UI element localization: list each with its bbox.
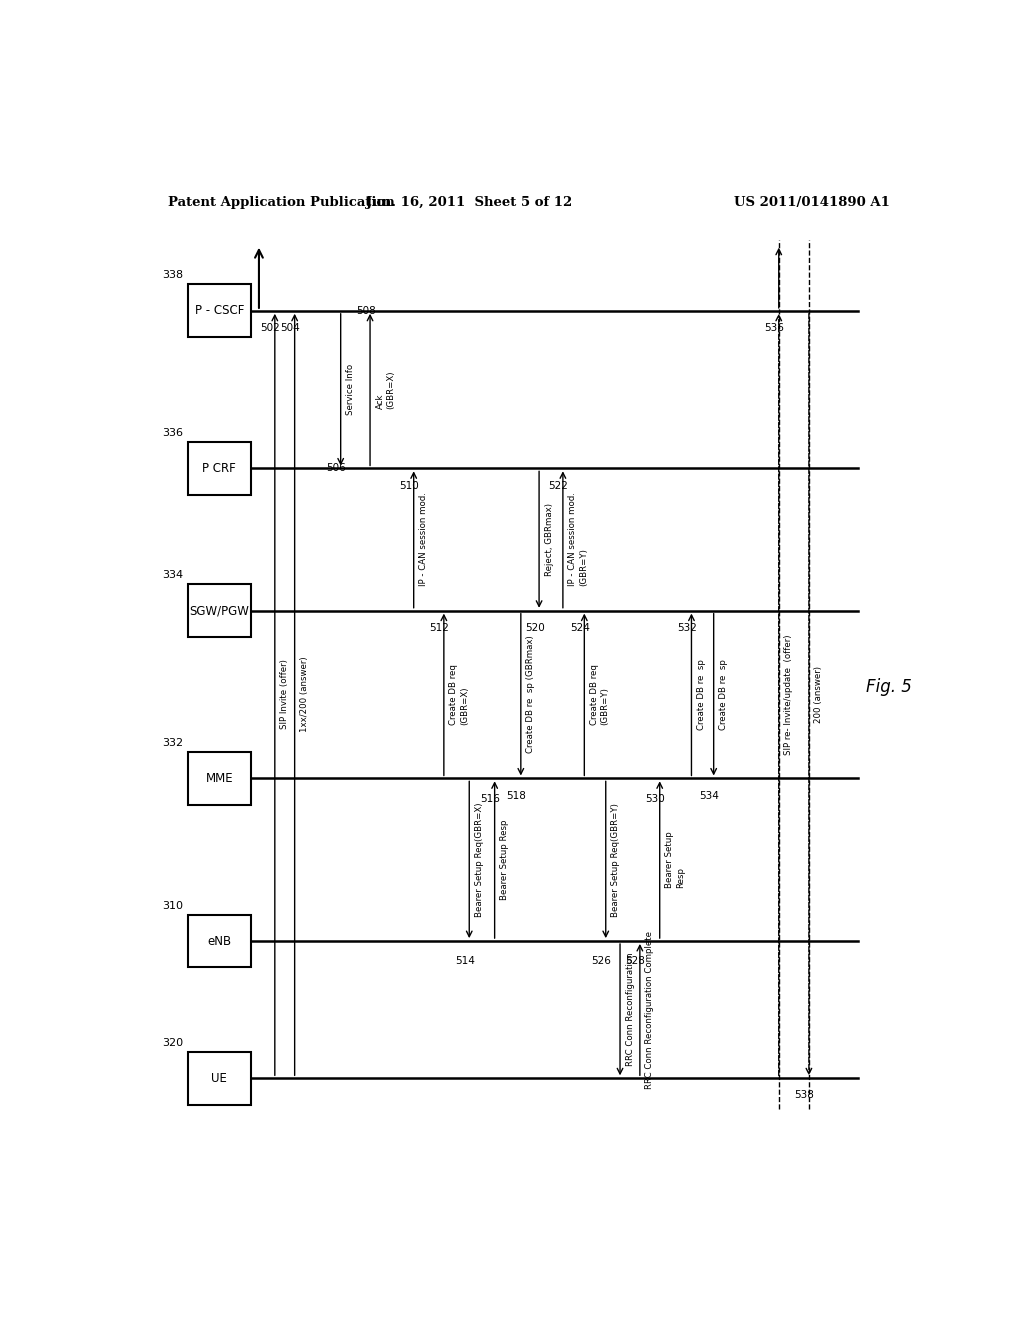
Text: RRC Conn Reconfiguration: RRC Conn Reconfiguration: [626, 953, 635, 1067]
Text: 1xx/200 (answer): 1xx/200 (answer): [300, 657, 309, 733]
Text: 338: 338: [163, 271, 183, 280]
Text: 526: 526: [592, 956, 611, 966]
Text: IP - CAN session mod.: IP - CAN session mod.: [419, 492, 428, 586]
Text: Patent Application Publication: Patent Application Publication: [168, 195, 394, 209]
Text: 332: 332: [163, 738, 183, 748]
Text: Bearer Setup Resp: Bearer Setup Resp: [500, 820, 509, 900]
Text: 516: 516: [480, 793, 501, 804]
Text: 520: 520: [524, 623, 545, 632]
Bar: [187, 752, 251, 805]
Text: Bearer Setup Req(GBR=Y): Bearer Setup Req(GBR=Y): [611, 803, 621, 916]
Text: 502: 502: [260, 323, 281, 333]
Text: Create DB re  sp: Create DB re sp: [697, 659, 706, 730]
Text: 524: 524: [570, 623, 590, 632]
Text: Create DB req
(GBR=Y): Create DB req (GBR=Y): [590, 664, 609, 725]
Text: 512: 512: [430, 623, 450, 632]
Text: 336: 336: [163, 428, 183, 438]
Text: P CRF: P CRF: [203, 462, 237, 475]
Text: 528: 528: [626, 956, 645, 966]
Text: 532: 532: [677, 623, 697, 632]
Text: 310: 310: [163, 900, 183, 911]
Bar: [187, 442, 251, 495]
Text: RRC Conn Reconfiguration Complete: RRC Conn Reconfiguration Complete: [645, 931, 654, 1089]
Text: MME: MME: [206, 772, 233, 785]
Text: 522: 522: [549, 480, 568, 491]
Text: SIP Invite (offer): SIP Invite (offer): [281, 660, 290, 730]
Text: 320: 320: [163, 1038, 183, 1048]
Text: 510: 510: [399, 480, 419, 491]
Text: IP - CAN session mod.
(GBR=Y): IP - CAN session mod. (GBR=Y): [568, 492, 588, 586]
Text: eNB: eNB: [207, 935, 231, 948]
Text: 504: 504: [281, 323, 300, 333]
Text: 538: 538: [795, 1090, 814, 1101]
Text: Create DB req
(GBR=X): Create DB req (GBR=X): [450, 664, 469, 725]
Text: Ack
(GBR=X): Ack (GBR=X): [376, 371, 395, 409]
Text: Bearer Setup
Resp: Bearer Setup Resp: [666, 832, 685, 888]
Text: 200 (answer): 200 (answer): [814, 667, 823, 723]
Text: Service Info: Service Info: [346, 364, 355, 416]
Text: SIP re- Invite/update  (offer): SIP re- Invite/update (offer): [784, 635, 794, 755]
Text: SGW/PGW: SGW/PGW: [189, 605, 249, 618]
Bar: [187, 284, 251, 338]
Text: Fig. 5: Fig. 5: [866, 678, 912, 696]
Text: 334: 334: [163, 570, 183, 581]
Text: 530: 530: [645, 793, 666, 804]
Text: 506: 506: [327, 463, 346, 474]
Bar: [187, 1052, 251, 1105]
Text: 534: 534: [699, 791, 719, 801]
Text: Bearer Setup Req(GBR=X): Bearer Setup Req(GBR=X): [475, 803, 483, 917]
Text: P - CSCF: P - CSCF: [195, 305, 244, 317]
Text: UE: UE: [211, 1072, 227, 1085]
Text: 514: 514: [455, 956, 475, 966]
Bar: [187, 915, 251, 968]
Text: 536: 536: [765, 323, 784, 333]
Bar: [187, 585, 251, 638]
Text: US 2011/0141890 A1: US 2011/0141890 A1: [734, 195, 890, 209]
Text: Reject, GBRmax): Reject, GBRmax): [545, 503, 554, 576]
Text: 508: 508: [355, 306, 376, 315]
Text: Create DB re  sp: Create DB re sp: [719, 659, 728, 730]
Text: Jun. 16, 2011  Sheet 5 of 12: Jun. 16, 2011 Sheet 5 of 12: [367, 195, 572, 209]
Text: 518: 518: [507, 791, 526, 801]
Text: Create DB re  sp (GBRmax): Create DB re sp (GBRmax): [526, 636, 536, 754]
